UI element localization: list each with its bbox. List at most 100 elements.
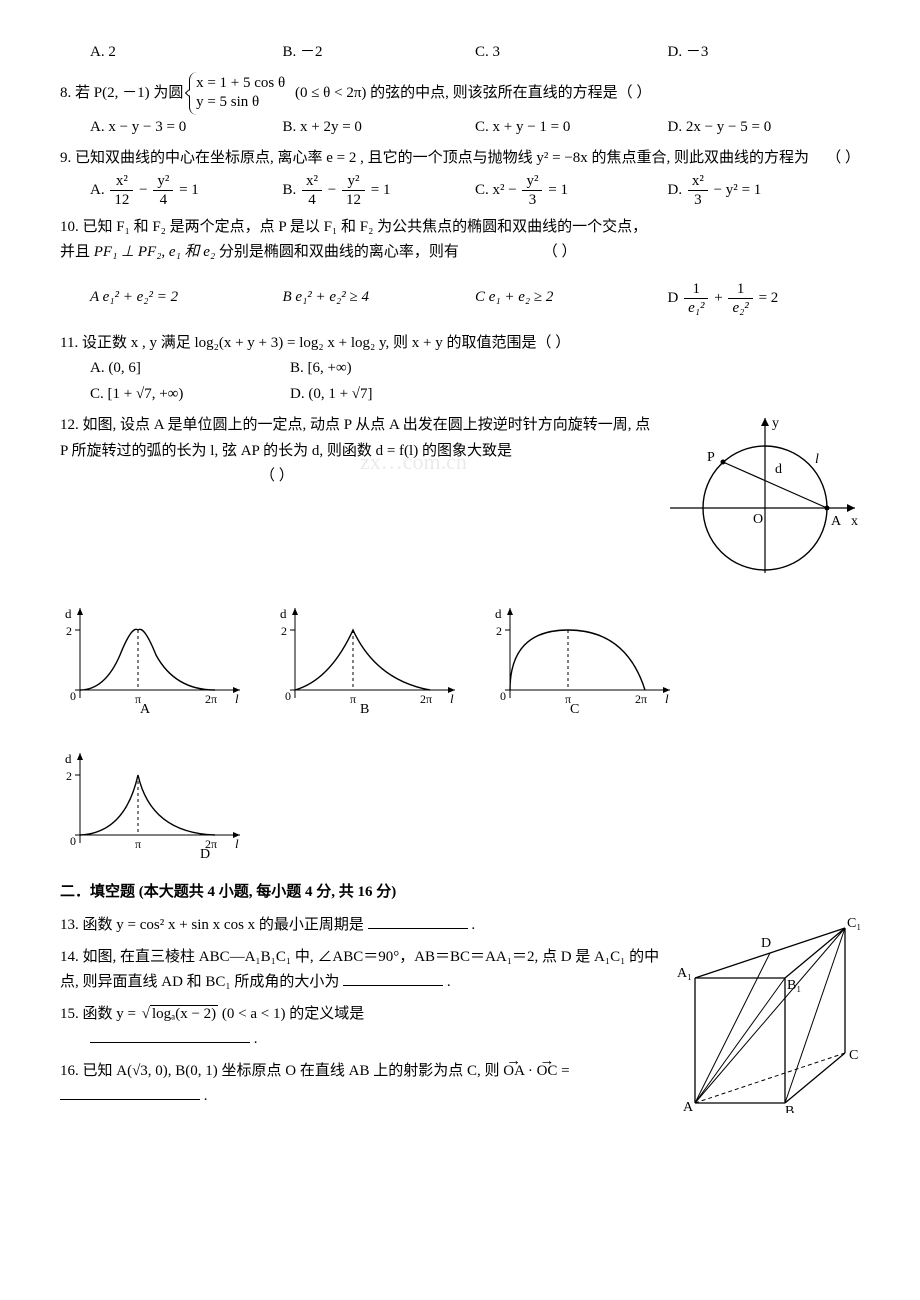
q13-text: 函数 y = cos² x + sin x cos x 的最小正周期是 xyxy=(83,917,364,933)
q15-p2: (0 < a < 1) 的定义域是 xyxy=(222,1006,364,1022)
svg-text:A₁: A₁ xyxy=(677,966,692,981)
q13-num: 13. xyxy=(60,917,79,933)
q12-p2: 的图象大致是 xyxy=(422,443,512,459)
q7-opt-a: A. 2 xyxy=(90,40,283,66)
q7-options: A. 2 B. －2 C. 3 D. －3 xyxy=(90,40,860,66)
q10-num: 10. xyxy=(60,219,79,235)
q16-num: 16. xyxy=(60,1063,79,1079)
svg-text:B: B xyxy=(785,1104,794,1113)
svg-text:D: D xyxy=(200,847,210,860)
svg-text:0: 0 xyxy=(500,689,506,703)
q12: zx…com.cn 12. 如图, 设点 A 是单位圆上的一定点, 动点 P 从… xyxy=(60,413,860,588)
q14: 14. 如图, 在直三棱柱 ABC—A₁B₁C₁ 中, ∠ABC＝90°，AB＝… xyxy=(60,945,665,996)
q9-opt-b: B. x²4 − y²12 = 1 xyxy=(283,172,476,209)
q12-num: 12. xyxy=(60,417,79,433)
q11-opt-c: C. [1 + √7, +∞) xyxy=(90,382,290,408)
q9-opt-c: C. x² − y²3 = 1 xyxy=(475,172,668,209)
q12-choice-c: d l 0 2 π 2π C xyxy=(490,600,675,715)
q7-opt-d: D. －3 xyxy=(668,40,861,66)
q11-opt-d: D. (0, 1 + √7] xyxy=(290,382,373,408)
svg-text:d: d xyxy=(495,606,502,621)
q15-num: 15. xyxy=(60,1006,79,1022)
svg-text:l: l xyxy=(235,691,239,706)
svg-text:A: A xyxy=(683,1100,694,1113)
q9-num: 9. xyxy=(60,150,71,166)
q8-opt-c: C. x + y − 1 = 0 xyxy=(475,115,668,141)
q14-prism-diagram: A B C A₁ B₁ C₁ D xyxy=(675,913,860,1123)
svg-text:A: A xyxy=(140,702,151,715)
q7-opt-c: C. 3 xyxy=(475,40,668,66)
q12-choices: d l 0 2 π 2π A d l 0 2 π 2π B d l 0 2 π … xyxy=(60,600,860,860)
svg-text:P: P xyxy=(707,450,715,465)
q9: 9. 已知双曲线的中心在坐标原点, 离心率 e = 2 , 且它的一个顶点与抛物… xyxy=(60,146,860,209)
q14-num: 14. xyxy=(60,949,79,965)
q8-text-2: (0 ≤ θ < 2π) 的弦的中点, 则该弦所在直线的方程是（ ） xyxy=(295,84,651,100)
q10-paren: （ ） xyxy=(543,244,577,260)
svg-text:2: 2 xyxy=(281,624,287,638)
q9-opt-a: A. x²12 − y²4 = 1 xyxy=(90,172,283,209)
q12-choice-b: d l 0 2 π 2π B xyxy=(275,600,460,715)
q12-p1: 如图, 设点 A 是单位圆上的一定点, 动点 P 从点 A 出发在圆上按逆时针方… xyxy=(60,417,650,459)
svg-text:l: l xyxy=(665,691,669,706)
svg-text:D: D xyxy=(761,936,771,951)
q10-p2c: 分别是椭圆和双曲线的离心率，则有 xyxy=(219,244,459,260)
q16-p1: 已知 A(√3, 0), B(0, 1) 坐标原点 O 在直线 AB 上的射影为… xyxy=(83,1063,504,1079)
svg-text:π: π xyxy=(350,692,356,706)
q11: 11. 设正数 x , y 满足 log₂(x + y + 3) = log₂ … xyxy=(60,331,860,408)
q9-text: 已知双曲线的中心在坐标原点, 离心率 e = 2 , 且它的一个顶点与抛物线 y… xyxy=(75,150,809,166)
q9-opt-d: D. x²3 − y² = 1 xyxy=(668,172,861,209)
svg-text:2: 2 xyxy=(66,624,72,638)
svg-text:y: y xyxy=(772,416,779,431)
q8-opt-a: A. x − y − 3 = 0 xyxy=(90,115,283,141)
svg-text:d: d xyxy=(775,462,782,477)
svg-text:0: 0 xyxy=(70,689,76,703)
svg-text:l: l xyxy=(450,691,454,706)
svg-text:2π: 2π xyxy=(420,692,432,706)
svg-text:d: d xyxy=(65,606,72,621)
svg-text:C: C xyxy=(570,702,579,715)
svg-text:O: O xyxy=(753,512,763,527)
q16: 16. 已知 A(√3, 0), B(0, 1) 坐标原点 O 在直线 AB 上… xyxy=(60,1059,665,1110)
q11-opt-a: A. (0, 6] xyxy=(90,356,290,382)
svg-text:2: 2 xyxy=(66,769,72,783)
svg-text:l: l xyxy=(815,452,819,467)
svg-text:C₁: C₁ xyxy=(847,916,860,931)
q8-system: x = 1 + 5 cos θ y = 5 sin θ xyxy=(189,72,289,115)
q8-text-1: 若 P(2, －1) 为圆 xyxy=(75,84,183,100)
q13: 13. 函数 y = cos² x + sin x cos x 的最小正周期是 … xyxy=(60,913,665,939)
svg-text:2π: 2π xyxy=(635,692,647,706)
q12-paren: （ ） xyxy=(260,468,294,484)
q16-blank xyxy=(60,1084,200,1100)
q12-fn: d = f(l) xyxy=(376,443,419,459)
q11-num: 11. xyxy=(60,335,78,351)
svg-text:d: d xyxy=(280,606,287,621)
q11-opt-b: B. [6, +∞) xyxy=(290,356,352,382)
q8-eq-bot: y = 5 sin θ xyxy=(196,93,285,113)
q15-blank xyxy=(90,1027,250,1043)
svg-text:2: 2 xyxy=(496,624,502,638)
svg-text:x: x xyxy=(851,514,858,529)
svg-text:A: A xyxy=(831,514,842,529)
q11-p1: 设正数 x , y 满足 log₂(x + y + 3) = log₂ x + … xyxy=(82,335,570,351)
svg-text:B: B xyxy=(360,702,369,715)
q10-p2a: 并且 xyxy=(60,244,94,260)
q12-choice-a: d l 0 2 π 2π A xyxy=(60,600,245,715)
q10-opt-b: B e₁² + e₂² ≥ 4 xyxy=(283,285,476,311)
svg-text:0: 0 xyxy=(285,689,291,703)
q8-num: 8. xyxy=(60,84,71,100)
q8-eq-top: x = 1 + 5 cos θ xyxy=(196,74,285,94)
svg-text:l: l xyxy=(235,836,239,851)
svg-text:2π: 2π xyxy=(205,692,217,706)
q14-blank xyxy=(343,970,443,986)
q13-blank xyxy=(368,913,468,929)
svg-text:d: d xyxy=(65,751,72,766)
q8: 8. 若 P(2, －1) 为圆 x = 1 + 5 cos θ y = 5 s… xyxy=(60,72,860,141)
svg-text:π: π xyxy=(135,837,141,851)
q15-p1: 函数 y = xyxy=(83,1006,140,1022)
q8-opt-b: B. x + 2y = 0 xyxy=(283,115,476,141)
q12-choice-d: d l 0 2 π 2π D xyxy=(60,745,245,860)
q10-opt-a: A e₁² + e₂² = 2 xyxy=(90,285,283,311)
q9-paren: （ ） xyxy=(826,146,860,172)
svg-text:B₁: B₁ xyxy=(787,978,801,993)
q15: 15. 函数 y = logₐ(x − 2) (0 < a < 1) 的定义域是… xyxy=(60,1002,665,1053)
